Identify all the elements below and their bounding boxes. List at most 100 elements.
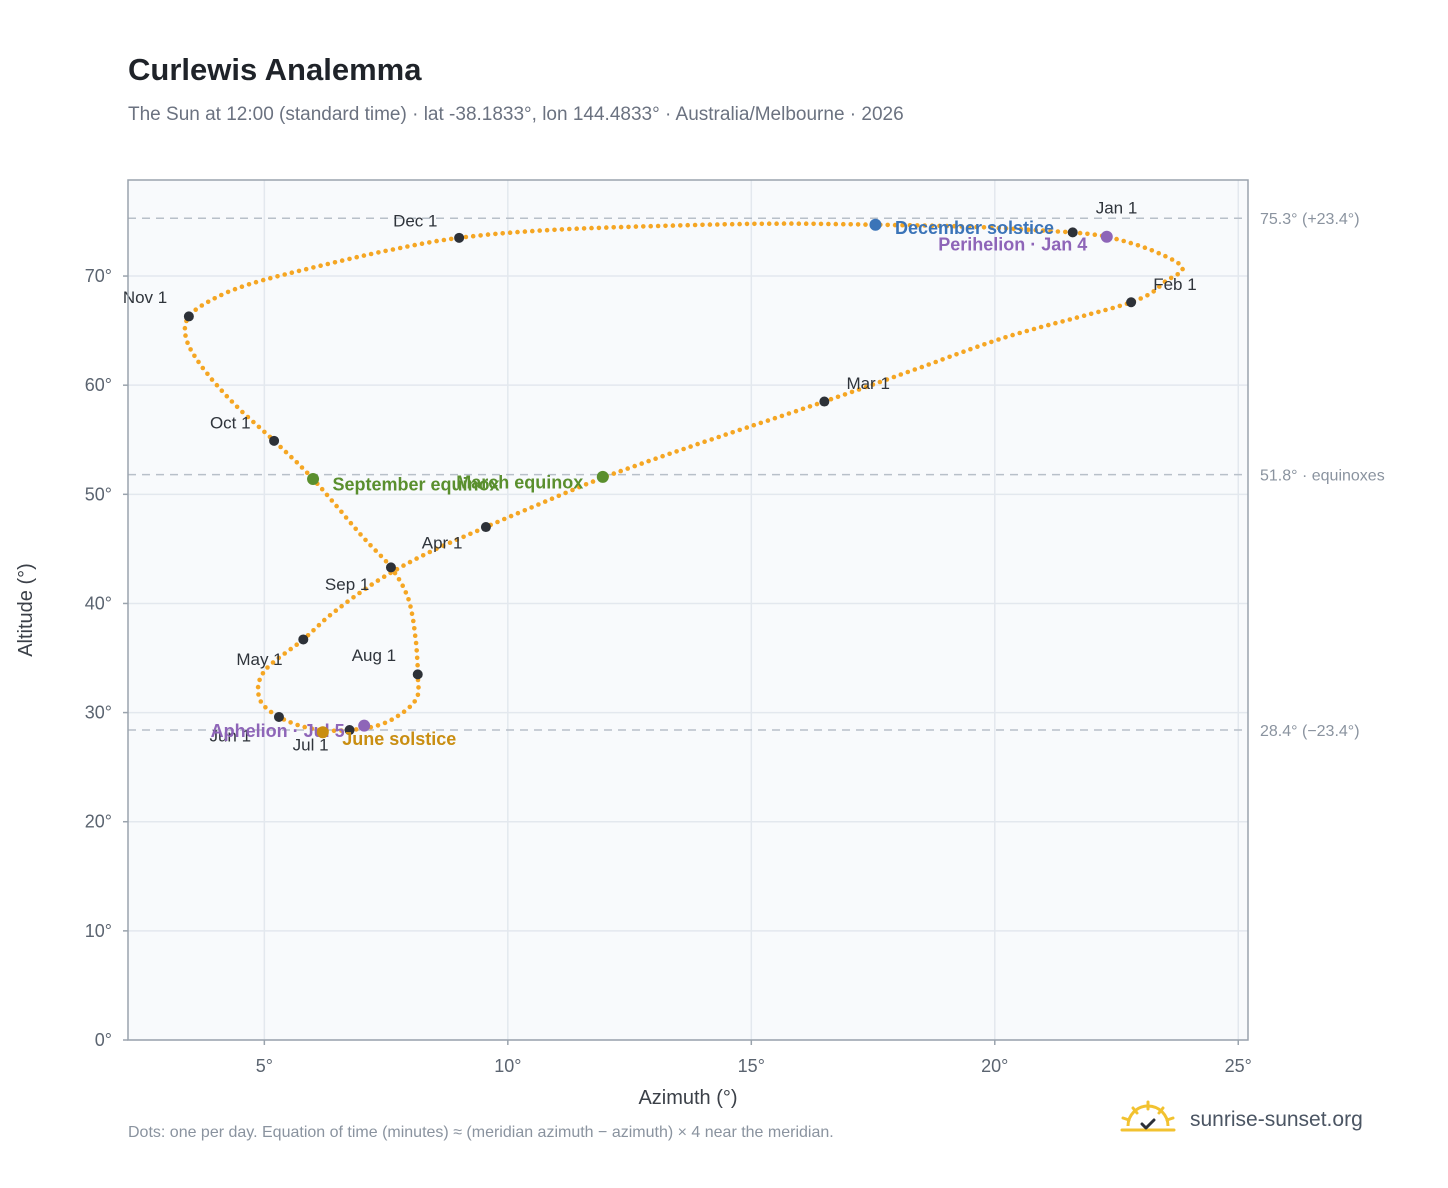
day-dot	[716, 434, 721, 440]
day-dot	[219, 292, 224, 298]
day-dot	[1128, 240, 1134, 246]
day-dot	[294, 642, 300, 647]
day-dot	[282, 651, 288, 656]
day-dot	[700, 222, 705, 228]
day-dot	[752, 221, 757, 227]
day-dot	[376, 250, 381, 255]
day-dot	[283, 449, 289, 455]
day-dot	[848, 222, 853, 227]
month-markers: Jan 1 Feb 1 Mar 1 Apr 1 May 1 Jun 1 Jul 1 Aug 1…	[123, 198, 1197, 754]
day-dot	[448, 236, 454, 242]
day-dot	[744, 425, 750, 430]
day-dot	[212, 296, 217, 301]
day-dot	[357, 590, 362, 596]
day-dot	[891, 374, 897, 380]
day-dot	[375, 578, 381, 583]
day-dot	[1169, 257, 1175, 262]
day-dot	[966, 224, 972, 229]
day-dot	[729, 221, 735, 227]
day-dot	[842, 392, 848, 397]
day-dot	[552, 227, 557, 233]
day-dot	[474, 528, 480, 534]
y-tick-label: 20°	[85, 812, 112, 832]
x-tick-label: 10°	[494, 1056, 521, 1076]
day-dot	[807, 404, 813, 409]
day-dot	[416, 685, 421, 690]
brand[interactable]: sunrise-sunset.org	[1120, 1100, 1363, 1140]
day-dot	[556, 493, 562, 499]
day-dot	[800, 406, 806, 412]
reference-line-label: 28.4° (−23.4°)	[1260, 723, 1360, 740]
day-dot	[692, 222, 698, 228]
day-dot	[779, 413, 785, 419]
day-dot	[922, 223, 927, 228]
day-dot	[296, 268, 302, 274]
day-dot	[265, 665, 270, 670]
day-dot	[1117, 303, 1123, 309]
day-dot	[1038, 324, 1044, 330]
day-dot	[276, 655, 282, 661]
y-axis-label: Altitude (°)	[15, 563, 37, 657]
day-dot	[493, 231, 498, 237]
day-dot	[383, 248, 388, 254]
day-dot	[327, 613, 333, 618]
day-dot	[193, 307, 198, 313]
day-dot	[260, 277, 266, 283]
day-dot	[626, 224, 631, 230]
day-dot	[589, 225, 594, 231]
day-dot	[382, 720, 388, 726]
day-dot	[877, 379, 883, 385]
month-dot	[344, 725, 355, 736]
plot-frame	[127, 179, 1249, 1041]
y-tick-label: 70°	[85, 266, 112, 286]
event-dot	[596, 470, 609, 483]
day-dot	[182, 325, 188, 331]
day-dot	[954, 352, 959, 357]
day-dot	[937, 223, 942, 229]
day-dot	[397, 245, 403, 251]
day-dot	[395, 713, 401, 719]
day-dot	[508, 513, 514, 519]
day-dot	[1024, 328, 1030, 334]
day-dot	[688, 444, 693, 449]
day-dot	[841, 221, 846, 227]
event-label: Aphelion · Jul 5	[211, 721, 345, 741]
day-dot	[702, 439, 707, 445]
day-dot	[303, 266, 309, 272]
day-dot	[275, 274, 280, 279]
day-dot	[412, 626, 417, 631]
day-dot	[885, 222, 890, 228]
day-dot	[339, 258, 345, 263]
day-dot	[604, 225, 609, 230]
day-dot	[663, 223, 668, 229]
event-label: March equinox	[456, 472, 583, 492]
day-dot	[722, 222, 727, 227]
day-dot	[1048, 228, 1053, 234]
brand-name[interactable]: sunrise-sunset.org	[1190, 1108, 1363, 1131]
day-dot	[339, 728, 344, 733]
day-dot	[811, 221, 816, 227]
day-dot	[947, 354, 952, 360]
y-tick-label: 50°	[85, 484, 112, 504]
day-dot	[900, 222, 905, 228]
day-dot	[351, 595, 356, 600]
month-dot	[298, 634, 309, 645]
day-dot	[1162, 279, 1168, 285]
day-dot	[289, 270, 295, 276]
day-dot	[234, 404, 240, 410]
day-dot	[855, 222, 861, 227]
day-dot	[1168, 275, 1174, 281]
day-dot	[685, 222, 690, 228]
day-dot	[381, 574, 387, 579]
day-dot	[959, 224, 964, 229]
day-dot	[563, 490, 568, 496]
day-dot	[863, 222, 868, 227]
day-dot	[251, 419, 256, 425]
day-dot	[333, 608, 339, 613]
day-dot	[863, 384, 869, 390]
day-dot	[507, 230, 513, 235]
day-dot	[655, 223, 661, 229]
analemma-curve	[182, 221, 1185, 734]
day-dot	[1121, 238, 1126, 244]
